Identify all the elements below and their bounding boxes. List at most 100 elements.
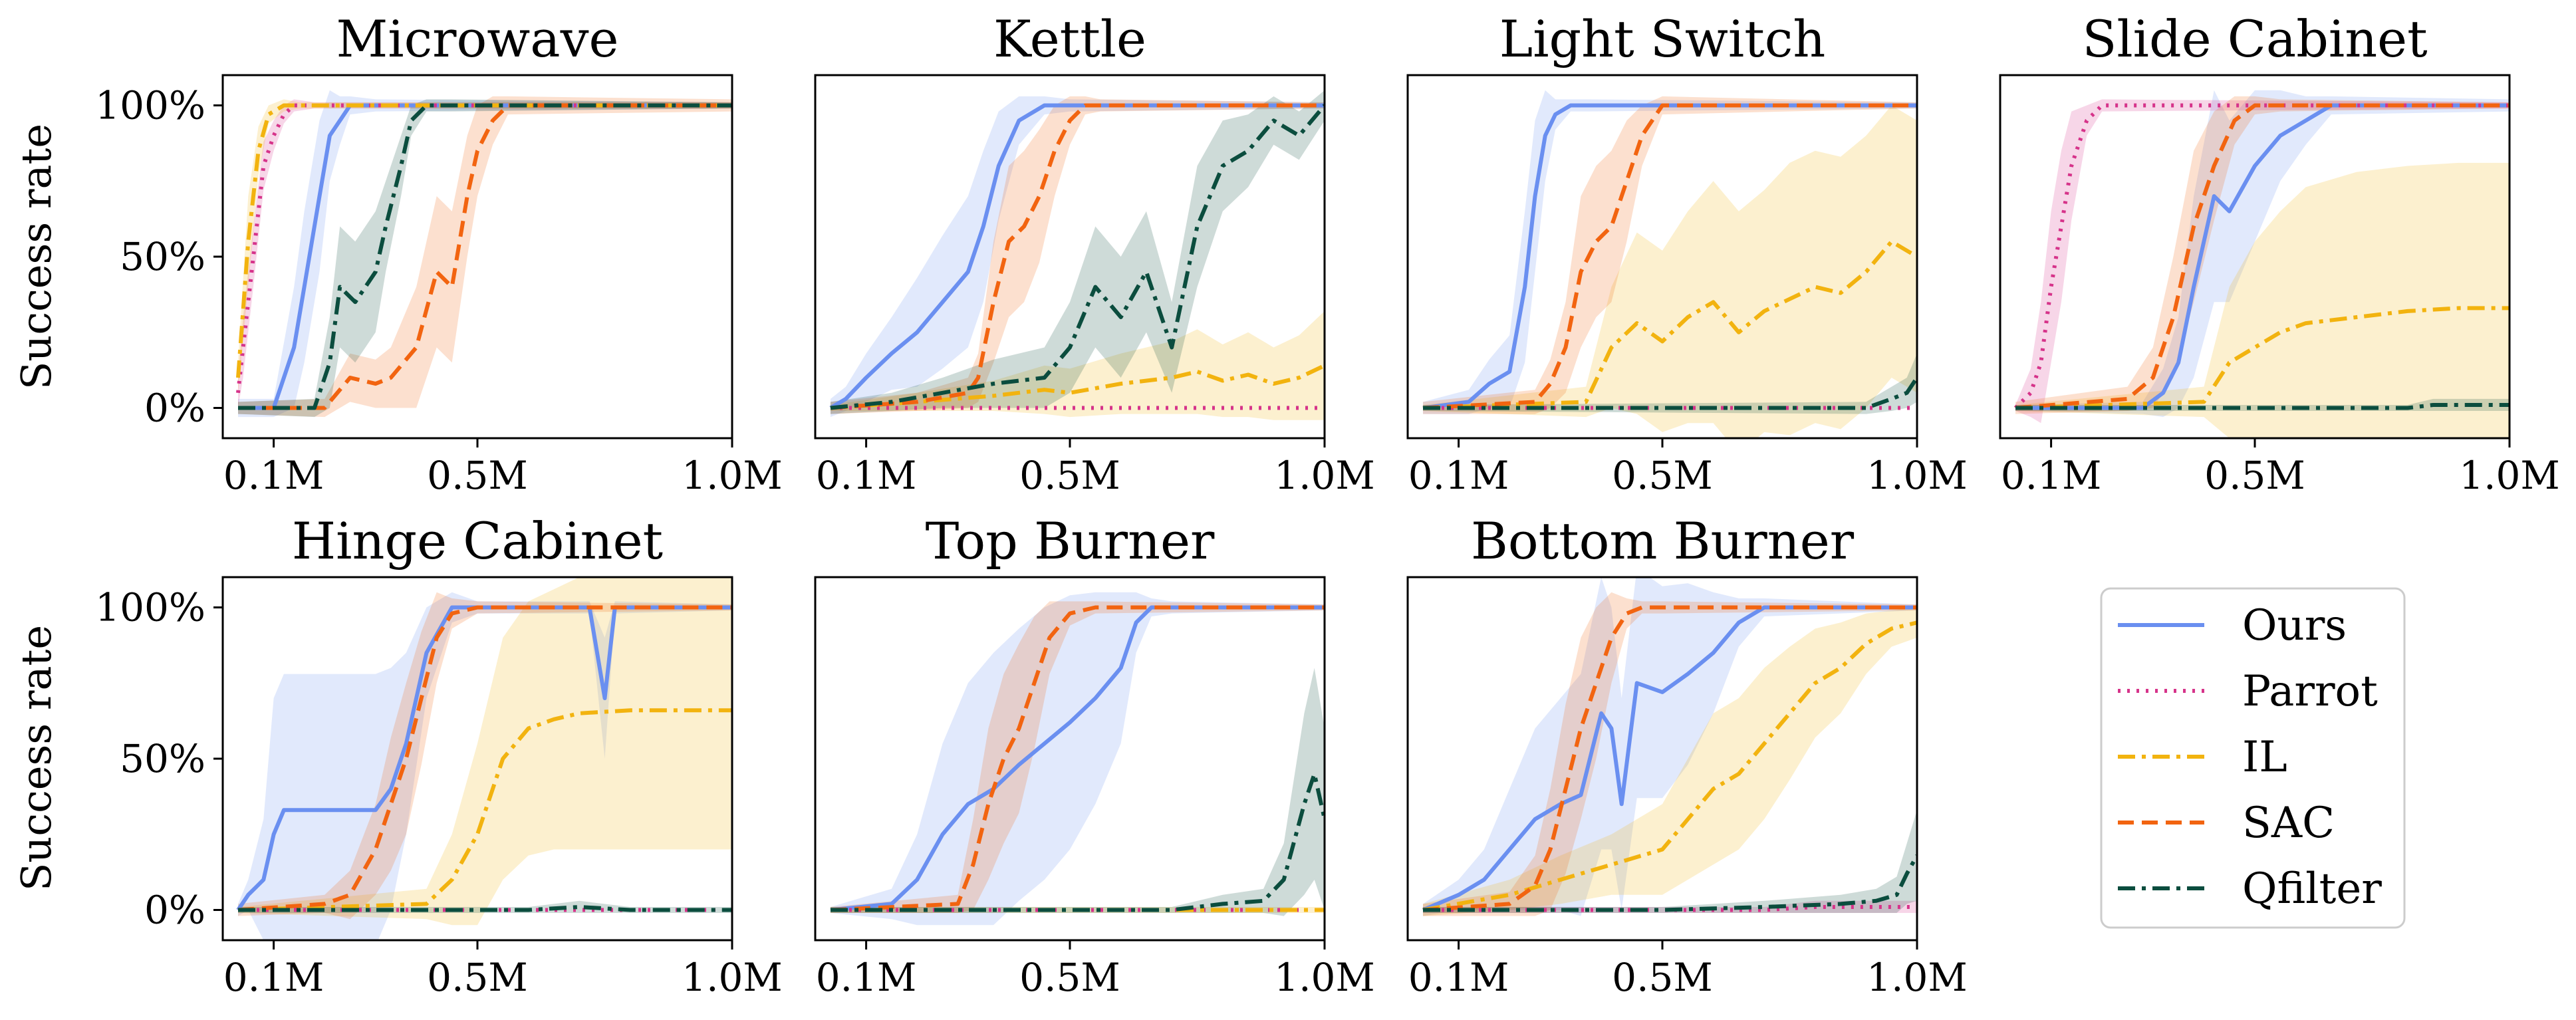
band-ours [1423, 90, 1917, 414]
x-tick-label: 1.0M [1867, 453, 1968, 498]
legend-item-ours: Ours [2118, 601, 2347, 650]
band-il [831, 311, 1325, 420]
legend-label: Parrot [2242, 667, 2378, 716]
series-line-il [2015, 306, 2510, 410]
x-tick-label: 0.5M [1612, 955, 1713, 1000]
x-tick-label: 0.5M [1019, 453, 1120, 498]
y-tick-label: 100% [95, 83, 205, 128]
x-tick-label: 0.5M [1612, 453, 1713, 498]
panel-kettle: Kettle 0.1M 0.5M 1.0M [814, 9, 1375, 498]
x-tick-label: 1.0M [682, 453, 783, 498]
band-il [1423, 607, 1917, 916]
panel-title: Bottom Burner [1471, 511, 1855, 571]
y-tick-label: 50% [120, 736, 205, 781]
series-line-sac [830, 103, 1325, 410]
panel-bottom-burner: Bottom Burner 0.1M 0.5M 1.0M [1406, 511, 1968, 1000]
plot-area [236, 90, 732, 418]
x-tick-label: 0.5M [1019, 955, 1120, 1000]
x-tick-label: 0.1M [816, 453, 917, 498]
series-line-il [830, 364, 1325, 410]
series-line-sac [2015, 103, 2510, 410]
legend-item-parrot: Parrot [2118, 667, 2378, 716]
band-sac [238, 96, 732, 418]
panel-title: Microwave [336, 9, 618, 68]
legend: Ours Parrot IL SAC Qfilter [2100, 587, 2406, 929]
x-tick-label: 0.5M [427, 955, 528, 1000]
series-line-qfilter [830, 104, 1325, 410]
legend-label: IL [2242, 733, 2287, 782]
plot-area [829, 90, 1325, 420]
x-tick-label: 1.0M [682, 955, 783, 1000]
y-tick-label: 50% [120, 234, 205, 279]
panel-title: Hinge Cabinet [292, 511, 663, 571]
x-tick-label: 0.5M [2204, 453, 2305, 498]
band-qfilter [238, 99, 732, 418]
plot-area [2013, 90, 2510, 438]
series-line-ours [236, 605, 732, 912]
plot-area [1422, 577, 1917, 916]
panel-title: Top Burner [926, 511, 1215, 571]
x-tick-label: 0.1M [816, 955, 917, 1000]
x-tick-label: 1.0M [1274, 955, 1375, 1000]
series-line-sac [1422, 103, 1917, 410]
series-line-qfilter [1423, 376, 1917, 410]
plot-area [236, 577, 732, 940]
x-tick-label: 0.5M [427, 453, 528, 498]
band-ours [1423, 577, 1917, 916]
x-tick-label: 1.0M [1867, 955, 1968, 1000]
panel-slide-cabinet: Slide Cabinet 0.1M 0.5M 1.0M [1999, 9, 2560, 498]
series-line-il [1422, 239, 1917, 410]
legend-item-sac: SAC [2118, 799, 2335, 848]
ylabel-row-1: Success rate [12, 124, 61, 390]
panel-title: Light Switch [1499, 9, 1826, 68]
band-ours [238, 90, 732, 418]
band-ours [831, 96, 1325, 418]
series-line-ours [829, 103, 1325, 410]
legend-item-qfilter: Qfilter [2118, 864, 2382, 914]
series-line-sac [238, 103, 732, 410]
series-line-ours [2015, 103, 2510, 410]
x-tick-label: 0.1M [223, 955, 324, 1000]
series-line-ours [1422, 605, 1917, 912]
band-qfilter [831, 668, 1325, 916]
panel-top-burner: Top Burner 0.1M 0.5M 1.0M [814, 511, 1375, 1000]
plot-area [1422, 90, 1917, 438]
series-line-il [237, 708, 732, 912]
panel-title: Slide Cabinet [2082, 9, 2427, 68]
x-tick-label: 0.1M [1408, 955, 1509, 1000]
x-tick-label: 0.1M [1408, 453, 1509, 498]
series-line-ours [830, 605, 1325, 912]
x-tick-label: 1.0M [2459, 453, 2560, 498]
band-il [2015, 162, 2510, 438]
series-line-ours [1422, 103, 1917, 410]
ylabels-layer: Success rate Success rate [12, 124, 61, 891]
series-line-qfilter [1423, 854, 1917, 912]
panel-title: Kettle [993, 9, 1146, 68]
series-line-qfilter [2015, 403, 2510, 410]
series-line-sac [830, 605, 1325, 912]
x-tick-label: 0.1M [2001, 453, 2102, 498]
series-line-qfilter [238, 905, 732, 912]
panels-layer: Microwave 0.1M 0.5M 1.0M 0% 50% 100% Kettle 0.1M… [95, 9, 2560, 1000]
band-ours [831, 592, 1325, 926]
ylabel-row-2: Success rate [12, 625, 61, 891]
plot-area [830, 592, 1325, 926]
series-line-parrot [1423, 905, 1917, 912]
legend-label: SAC [2242, 799, 2335, 848]
band-qfilter [1423, 810, 1917, 913]
panel-hinge-cabinet: Hinge Cabinet 0.1M 0.5M 1.0M 0% 50% 100% [95, 511, 783, 1000]
band-sac [1423, 592, 1917, 916]
series-line-qfilter [831, 771, 1325, 912]
legend-label: Ours [2242, 601, 2347, 650]
panel-microwave: Microwave 0.1M 0.5M 1.0M 0% 50% 100% [95, 9, 783, 498]
band-il [1423, 105, 1917, 438]
y-tick-label: 100% [95, 585, 205, 630]
legend-item-il: IL [2118, 733, 2287, 782]
series-line-sac [237, 605, 732, 912]
x-tick-label: 0.1M [223, 453, 324, 498]
y-tick-label: 0% [144, 888, 205, 933]
panel-light-switch: Light Switch 0.1M 0.5M 1.0M [1406, 9, 1968, 498]
legend-label: Qfilter [2242, 864, 2382, 914]
y-tick-label: 0% [144, 386, 205, 431]
